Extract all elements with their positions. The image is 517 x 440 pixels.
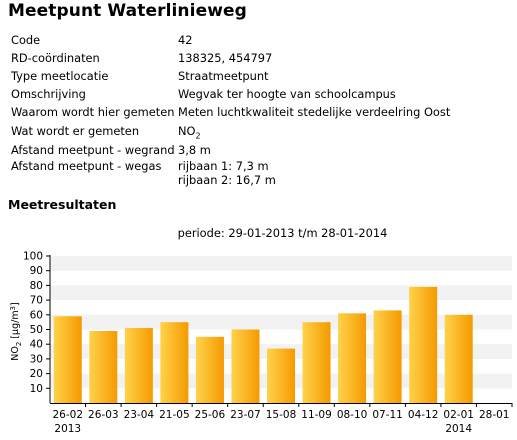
x-tick-label: 11-09 xyxy=(301,409,332,421)
info-label: Wat wordt er gemeten xyxy=(11,124,140,138)
bar xyxy=(444,314,473,403)
bar xyxy=(409,286,438,403)
info-value-text: NO xyxy=(178,124,196,138)
info-value: rijbaan 1: 7,3 m rijbaan 2: 16,7 m xyxy=(178,159,276,187)
x-year-label: 2014 xyxy=(445,423,472,435)
y-tick-label: 10 xyxy=(30,383,43,395)
x-tick-label: 23-04 xyxy=(124,409,155,421)
info-label: Afstand meetpunt - wegas xyxy=(11,159,162,173)
bar xyxy=(302,322,331,403)
info-label: Omschrijving xyxy=(11,87,86,101)
grid-band xyxy=(50,256,512,271)
x-tick-label: 07-11 xyxy=(372,409,403,421)
y-tick-label: 30 xyxy=(30,353,43,365)
y-tick-label: 70 xyxy=(30,295,43,307)
info-value: Meten luchtkwaliteit stedelijke verdeelr… xyxy=(178,105,450,119)
bar xyxy=(267,348,295,403)
page-title: Meetpunt Waterlinieweg xyxy=(8,1,247,21)
info-label: Code xyxy=(11,33,41,47)
bar xyxy=(231,329,260,403)
grid-band xyxy=(50,285,512,301)
info-value-text: Straatmeetpunt xyxy=(178,69,269,83)
x-tick-label: 26-02 xyxy=(53,409,84,421)
info-value-text: rijbaan 1: 7,3 m xyxy=(178,159,269,173)
y-tick-label: 60 xyxy=(30,309,43,321)
x-tick-label: 08-10 xyxy=(337,409,368,421)
info-value-subscript: 2 xyxy=(195,131,201,141)
info-value-text: 138325, 454797 xyxy=(178,51,273,65)
x-tick-label: 23-07 xyxy=(230,409,261,421)
info-value: NO2 xyxy=(178,124,201,140)
y-axis-label: NO2 [µg/m3] xyxy=(9,302,23,361)
x-tick-label: 15-08 xyxy=(266,409,297,421)
info-value: 138325, 454797 xyxy=(178,51,272,65)
info-value-line2: rijbaan 2: 16,7 m xyxy=(178,173,276,187)
info-value-text: Wegvak ter hoogte van schoolcampus xyxy=(178,87,396,101)
y-tick-label: 40 xyxy=(30,339,43,351)
y-tick-label: 100 xyxy=(23,251,43,263)
x-tick-label: 28-01 xyxy=(479,409,510,421)
chart-periode: periode: 29-01-2013 t/m 28-01-2014 xyxy=(177,226,388,240)
info-value-text: 3,8 m xyxy=(178,143,211,157)
x-tick-label: 25-06 xyxy=(195,409,226,421)
info-label: Waarom wordt hier gemeten xyxy=(11,105,175,119)
bar xyxy=(124,328,153,403)
info-value-text: 42 xyxy=(178,33,193,47)
info-value: Wegvak ter hoogte van schoolcampus xyxy=(178,87,396,101)
grid-band xyxy=(50,314,512,330)
info-value: Straatmeetpunt xyxy=(178,69,269,83)
x-tick-label: 26-03 xyxy=(88,409,119,421)
section-title: Meetresultaten xyxy=(8,197,117,212)
bar xyxy=(373,310,402,403)
info-label: RD-coördinaten xyxy=(11,51,100,65)
info-label: Afstand meetpunt - wegrand xyxy=(11,143,175,157)
bar xyxy=(89,330,118,403)
info-value: 3,8 m xyxy=(178,143,211,157)
info-value: 42 xyxy=(178,33,193,47)
x-tick-label: 04-12 xyxy=(408,409,439,421)
y-tick-label: 80 xyxy=(30,280,43,292)
y-tick-label: 90 xyxy=(30,265,43,277)
x-year-label: 2013 xyxy=(54,423,81,435)
bar xyxy=(160,322,189,403)
bar xyxy=(195,336,224,403)
info-value-text: Meten luchtkwaliteit stedelijke verdeelr… xyxy=(178,105,451,119)
bar xyxy=(338,313,367,403)
info-label: Type meetlocatie xyxy=(11,69,109,83)
x-tick-label: 02-01 xyxy=(443,409,474,421)
y-tick-label: 20 xyxy=(30,368,43,380)
y-tick-label: 50 xyxy=(30,324,43,336)
x-tick-label: 21-05 xyxy=(159,409,190,421)
bar xyxy=(53,316,82,403)
